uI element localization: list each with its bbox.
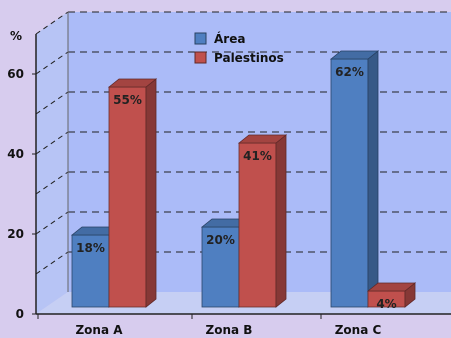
y-tick-label: 40	[7, 147, 24, 161]
data-label: 18%	[76, 241, 105, 255]
legend-swatch	[194, 32, 207, 45]
bar-front	[108, 86, 147, 308]
bar-front	[71, 234, 110, 308]
bar-palestinos-zona-c: 4%	[366, 282, 417, 311]
bar-side	[367, 50, 379, 308]
bar-palestinos-zona-b: 41%	[237, 134, 288, 308]
bar-palestinos-zona-a: 55%	[107, 78, 158, 308]
legend-label: Palestinos	[214, 51, 284, 65]
plot-side-wall	[36, 12, 68, 314]
y-ticks: 0 20 40 60	[7, 67, 36, 321]
gridline-side	[35, 251, 69, 275]
data-label: 41%	[243, 149, 272, 163]
category-labels: Zona A Zona B Zona C	[37, 314, 382, 337]
bar-área-zona-c: 62%	[329, 50, 380, 308]
y-axis-unit: %	[10, 29, 22, 43]
bar-front	[201, 226, 240, 308]
legend-label: Área	[214, 31, 245, 46]
bar-side	[275, 134, 287, 308]
bar-top	[329, 50, 380, 60]
bar-front	[238, 142, 277, 308]
y-tick-label: 20	[7, 227, 24, 241]
gridline-side	[35, 131, 69, 155]
data-label: 62%	[335, 65, 364, 79]
gridline-side	[35, 11, 69, 35]
x-category-label: Zona A	[75, 323, 123, 337]
bar-top	[237, 134, 288, 144]
gridline-side	[35, 51, 69, 75]
gridline-side	[35, 91, 69, 115]
bar-top	[366, 282, 417, 292]
gridline-side	[35, 171, 69, 195]
legend: Área Palestinos	[194, 31, 284, 65]
y-tick-label: 60	[7, 67, 24, 81]
bar-top	[107, 78, 158, 88]
x-category-label: Zona B	[206, 323, 253, 337]
x-category-label: Zona C	[335, 323, 382, 337]
y-tick-label: 0	[16, 307, 24, 321]
gridline-side	[35, 211, 69, 235]
bar-front	[330, 58, 369, 308]
data-label: 4%	[376, 297, 396, 311]
data-label: 20%	[206, 233, 235, 247]
bar-side	[145, 78, 157, 308]
legend-swatch	[194, 51, 207, 64]
data-label: 55%	[113, 93, 142, 107]
bars: 18% 55% 20% 41% 62% 4%	[70, 50, 417, 311]
